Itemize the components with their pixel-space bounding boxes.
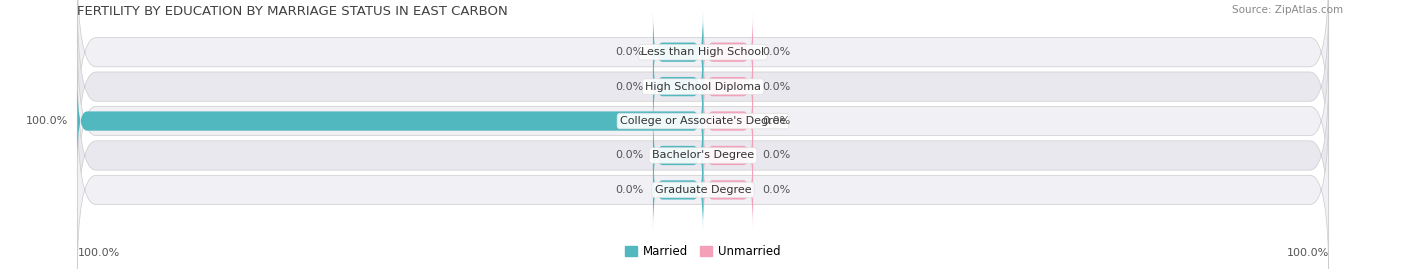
Text: College or Associate's Degree: College or Associate's Degree — [620, 116, 786, 126]
FancyBboxPatch shape — [703, 114, 754, 197]
FancyBboxPatch shape — [77, 67, 1329, 244]
FancyBboxPatch shape — [77, 101, 1329, 269]
FancyBboxPatch shape — [703, 10, 754, 94]
Legend: Married, Unmarried: Married, Unmarried — [620, 241, 786, 263]
Text: Less than High School: Less than High School — [641, 47, 765, 57]
Text: 0.0%: 0.0% — [762, 116, 790, 126]
FancyBboxPatch shape — [652, 148, 703, 232]
Text: Bachelor's Degree: Bachelor's Degree — [652, 150, 754, 161]
Text: FERTILITY BY EDUCATION BY MARRIAGE STATUS IN EAST CARBON: FERTILITY BY EDUCATION BY MARRIAGE STATU… — [77, 5, 508, 18]
Text: 0.0%: 0.0% — [616, 82, 644, 92]
Text: 0.0%: 0.0% — [616, 185, 644, 195]
FancyBboxPatch shape — [77, 32, 1329, 210]
FancyBboxPatch shape — [703, 79, 754, 163]
Text: 0.0%: 0.0% — [762, 47, 790, 57]
Text: Graduate Degree: Graduate Degree — [655, 185, 751, 195]
Text: High School Diploma: High School Diploma — [645, 82, 761, 92]
FancyBboxPatch shape — [703, 148, 754, 232]
Text: 0.0%: 0.0% — [616, 150, 644, 161]
FancyBboxPatch shape — [652, 45, 703, 129]
Text: 0.0%: 0.0% — [762, 82, 790, 92]
Text: 0.0%: 0.0% — [762, 150, 790, 161]
FancyBboxPatch shape — [652, 114, 703, 197]
Text: 0.0%: 0.0% — [762, 185, 790, 195]
FancyBboxPatch shape — [652, 10, 703, 94]
Text: 0.0%: 0.0% — [616, 47, 644, 57]
FancyBboxPatch shape — [77, 0, 1329, 141]
FancyBboxPatch shape — [703, 45, 754, 129]
Text: 100.0%: 100.0% — [25, 116, 67, 126]
FancyBboxPatch shape — [77, 79, 703, 163]
Text: 100.0%: 100.0% — [77, 248, 120, 258]
Text: Source: ZipAtlas.com: Source: ZipAtlas.com — [1232, 5, 1343, 15]
Text: 100.0%: 100.0% — [1286, 248, 1329, 258]
FancyBboxPatch shape — [77, 0, 1329, 175]
